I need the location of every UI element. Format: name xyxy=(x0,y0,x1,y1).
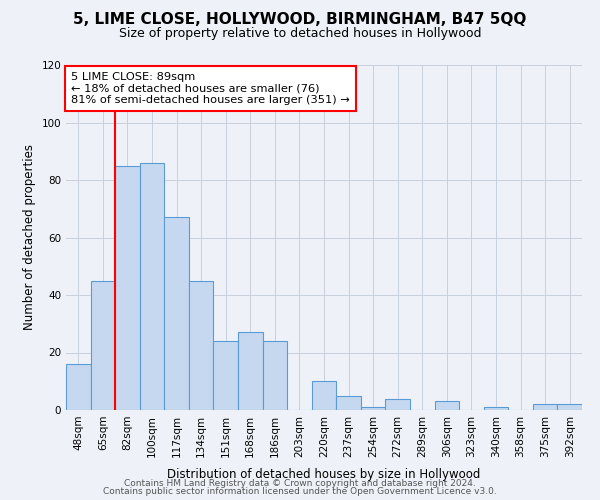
Bar xyxy=(214,341,238,410)
Bar xyxy=(312,381,336,410)
Bar xyxy=(484,407,508,410)
Y-axis label: Number of detached properties: Number of detached properties xyxy=(23,144,36,330)
Bar xyxy=(533,404,557,410)
Text: Contains public sector information licensed under the Open Government Licence v3: Contains public sector information licen… xyxy=(103,487,497,496)
Bar xyxy=(164,218,189,410)
Text: 5 LIME CLOSE: 89sqm
← 18% of detached houses are smaller (76)
81% of semi-detach: 5 LIME CLOSE: 89sqm ← 18% of detached ho… xyxy=(71,72,350,105)
Bar xyxy=(115,166,140,410)
X-axis label: Distribution of detached houses by size in Hollywood: Distribution of detached houses by size … xyxy=(167,468,481,481)
Bar xyxy=(385,398,410,410)
Text: 5, LIME CLOSE, HOLLYWOOD, BIRMINGHAM, B47 5QQ: 5, LIME CLOSE, HOLLYWOOD, BIRMINGHAM, B4… xyxy=(73,12,527,28)
Text: Size of property relative to detached houses in Hollywood: Size of property relative to detached ho… xyxy=(119,28,481,40)
Bar xyxy=(91,280,115,410)
Bar xyxy=(361,407,385,410)
Bar xyxy=(189,280,214,410)
Text: Contains HM Land Registry data © Crown copyright and database right 2024.: Contains HM Land Registry data © Crown c… xyxy=(124,478,476,488)
Bar xyxy=(336,396,361,410)
Bar xyxy=(263,341,287,410)
Bar xyxy=(140,163,164,410)
Bar xyxy=(66,364,91,410)
Bar xyxy=(557,404,582,410)
Bar xyxy=(434,402,459,410)
Bar xyxy=(238,332,263,410)
